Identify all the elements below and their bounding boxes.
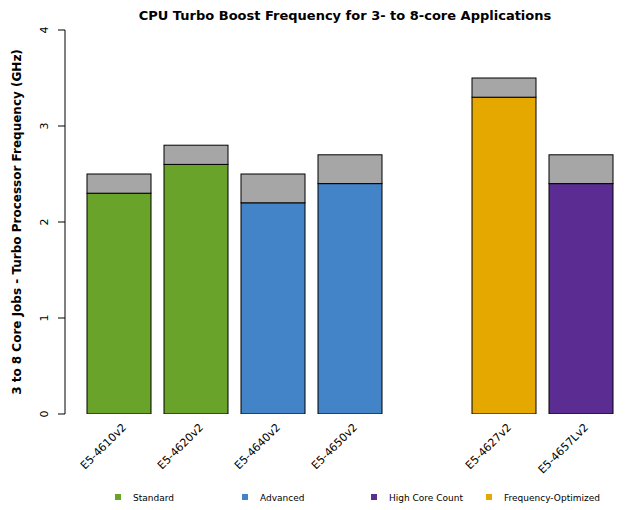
bar: [472, 97, 536, 414]
y-tick: [58, 126, 65, 127]
bar: [549, 155, 613, 184]
bar: [241, 203, 305, 414]
x-tick-label: E5-4620v2: [155, 421, 206, 472]
title: CPU Turbo Boost Frequency for 3- to 8-co…: [139, 8, 552, 23]
bars: [87, 78, 613, 414]
bar: [318, 155, 382, 184]
bar: [164, 145, 228, 164]
legend-swatch: [371, 494, 377, 500]
y-tick-label: 2: [38, 219, 51, 226]
y-tick-label: 0: [38, 411, 51, 418]
bar: [472, 78, 536, 97]
legend-label: Standard: [133, 493, 174, 503]
bar: [241, 174, 305, 203]
bar: [318, 184, 382, 414]
chart-svg: CPU Turbo Boost Frequency for 3- to 8-co…: [0, 0, 634, 510]
y-tick: [58, 30, 65, 31]
legend-swatch: [486, 494, 492, 500]
bar: [87, 193, 151, 414]
y-tick: [58, 318, 65, 319]
legend-label: Frequency-Optimized: [504, 493, 600, 503]
x-tick-label: E5-4657Lv2: [536, 421, 592, 477]
chart-container: CPU Turbo Boost Frequency for 3- to 8-co…: [0, 0, 634, 510]
x-tick-label: E5-4610v2: [78, 421, 129, 472]
legend-swatch: [242, 494, 248, 500]
y-tick-label: 3: [38, 123, 51, 130]
bar: [164, 164, 228, 414]
y-axis-label: 3 to 8 Core Jobs - Turbo Processor Frequ…: [10, 49, 24, 395]
bar: [87, 174, 151, 193]
legend-label: Advanced: [260, 493, 304, 503]
y-tick: [58, 414, 65, 415]
legend-label: High Core Count: [389, 493, 463, 503]
y-tick-label: 4: [38, 27, 51, 34]
x-tick-label: E5-4650v2: [309, 421, 360, 472]
x-tick-label: E5-4640v2: [232, 421, 283, 472]
bar: [549, 184, 613, 414]
x-tick-label: E5-4627v2: [463, 421, 514, 472]
legend-swatch: [115, 494, 121, 500]
y-tick-label: 1: [38, 315, 51, 322]
y-tick: [58, 222, 65, 223]
